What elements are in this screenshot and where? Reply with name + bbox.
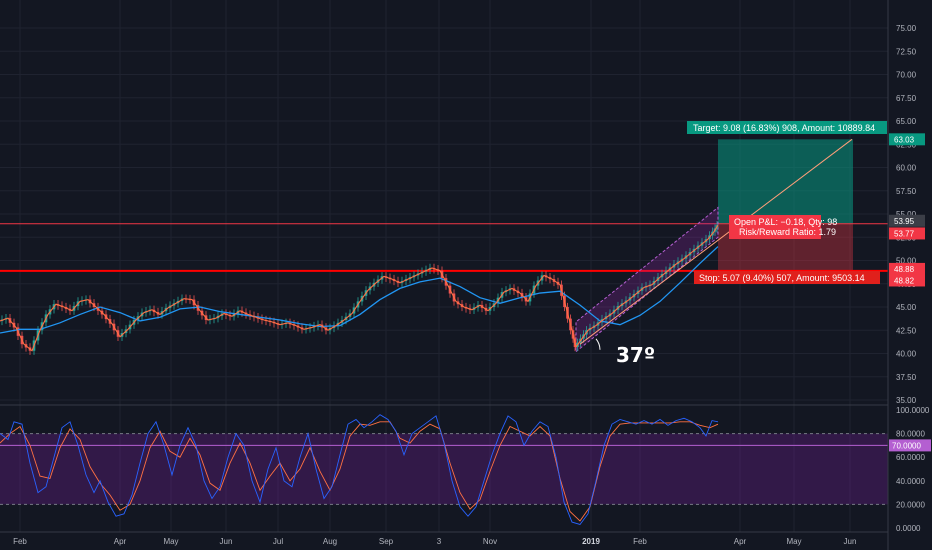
price-tick-label: 60.00 bbox=[896, 164, 917, 173]
projection-line[interactable] bbox=[579, 138, 853, 345]
stochastic-tick-label: 0.0000 bbox=[896, 524, 921, 533]
time-tick-label: May bbox=[786, 537, 801, 546]
target-label-box bbox=[687, 121, 887, 134]
stochastic-tick-label: 80.0000 bbox=[896, 430, 925, 439]
stochastic-k-line bbox=[0, 414, 719, 525]
price-tag-box bbox=[889, 227, 925, 240]
price-tag-box bbox=[889, 133, 925, 146]
stochastic-axis[interactable]: 100.0000 80.0000 60.0000 40.0000 20.0000 0.00… bbox=[896, 406, 930, 533]
target-label: Target: 9.08 (16.83%) 908, Amount: 10889… bbox=[693, 123, 875, 133]
price-tag-label: 48.82 bbox=[894, 276, 915, 285]
price-tag-box bbox=[889, 262, 925, 275]
stochastic-tick-label: 20.0000 bbox=[896, 500, 925, 509]
time-tick-label: Jul bbox=[273, 537, 283, 546]
stochastic-level-tag: 70.0000 bbox=[889, 439, 931, 452]
grid-lines bbox=[0, 0, 888, 532]
time-tick-label: Nov bbox=[483, 537, 497, 546]
time-tick-label: May bbox=[163, 537, 178, 546]
price-tick-label: 35.00 bbox=[896, 396, 917, 405]
price-tick-label: 67.50 bbox=[896, 94, 917, 103]
stop-label-box bbox=[694, 271, 880, 284]
open-pnl-label: Open P&L: −0.18, Qty: 98 bbox=[734, 217, 837, 227]
time-axis[interactable]: Feb Apr May Jun Jul Aug Sep 3 Nov 2019 Feb Apr May Ju… bbox=[13, 537, 856, 546]
time-tick-label: Jun bbox=[220, 537, 233, 546]
price-tick-label: 50.00 bbox=[896, 257, 917, 266]
price-tick-label: 65.00 bbox=[896, 117, 917, 126]
stochastic-pane[interactable] bbox=[0, 414, 888, 525]
price-tick-label: 40.00 bbox=[896, 350, 917, 359]
angle-annotation: 37º bbox=[616, 343, 655, 367]
price-tick-label: 70.00 bbox=[896, 71, 917, 80]
time-tick-label: Feb bbox=[633, 537, 647, 546]
price-tick-label: 72.50 bbox=[896, 47, 917, 56]
price-tag-label: 53.77 bbox=[894, 229, 915, 238]
risk-reward-label: Risk/Reward Ratio: 1.79 bbox=[739, 227, 836, 237]
time-tick-label: Aug bbox=[323, 537, 337, 546]
stochastic-tick-label: 40.0000 bbox=[896, 477, 925, 486]
moving-average-line bbox=[0, 246, 719, 334]
price-tag-box bbox=[889, 214, 925, 227]
price-tick-label: 45.00 bbox=[896, 303, 917, 312]
price-pane[interactable]: 37º Target: 9.08 (16.83%) 908, Amount: 1… bbox=[0, 121, 888, 367]
price-tick-label: 37.50 bbox=[896, 373, 917, 382]
time-tick-label: Sep bbox=[379, 537, 394, 546]
stochastic-tick-label: 100.0000 bbox=[896, 406, 930, 415]
price-tick-label: 55.00 bbox=[896, 210, 917, 219]
price-tick-label: 42.50 bbox=[896, 326, 917, 335]
price-tick-label: 57.50 bbox=[896, 187, 917, 196]
time-tick-label: Jun bbox=[844, 537, 857, 546]
stochastic-tick-label: 60.0000 bbox=[896, 453, 925, 462]
angle-arc bbox=[595, 338, 601, 350]
time-tick-label: Apr bbox=[734, 537, 747, 546]
price-line bbox=[0, 224, 719, 352]
time-tick-label: 2019 bbox=[582, 537, 600, 546]
price-tag-label: 53.95 bbox=[894, 217, 915, 226]
price-tag-box bbox=[889, 274, 925, 287]
price-tag-label: 63.03 bbox=[894, 135, 915, 144]
pnl-label-box bbox=[729, 215, 821, 239]
price-tags: 63.03 53.95 53.77 48.88 48.82 bbox=[889, 133, 925, 287]
stop-label: Stop: 5.07 (9.40%) 507, Amount: 9503.14 bbox=[699, 273, 865, 283]
level-70-tag: 70.0000 bbox=[892, 441, 921, 450]
time-tick-label: Apr bbox=[114, 537, 127, 546]
target-zone[interactable] bbox=[718, 139, 853, 224]
time-tick-label: Feb bbox=[13, 537, 27, 546]
price-tag-label: 48.88 bbox=[894, 265, 915, 274]
level-70-tag-box bbox=[889, 439, 931, 452]
price-tick-label: 75.00 bbox=[896, 24, 917, 33]
time-tick-label: 3 bbox=[437, 537, 442, 546]
